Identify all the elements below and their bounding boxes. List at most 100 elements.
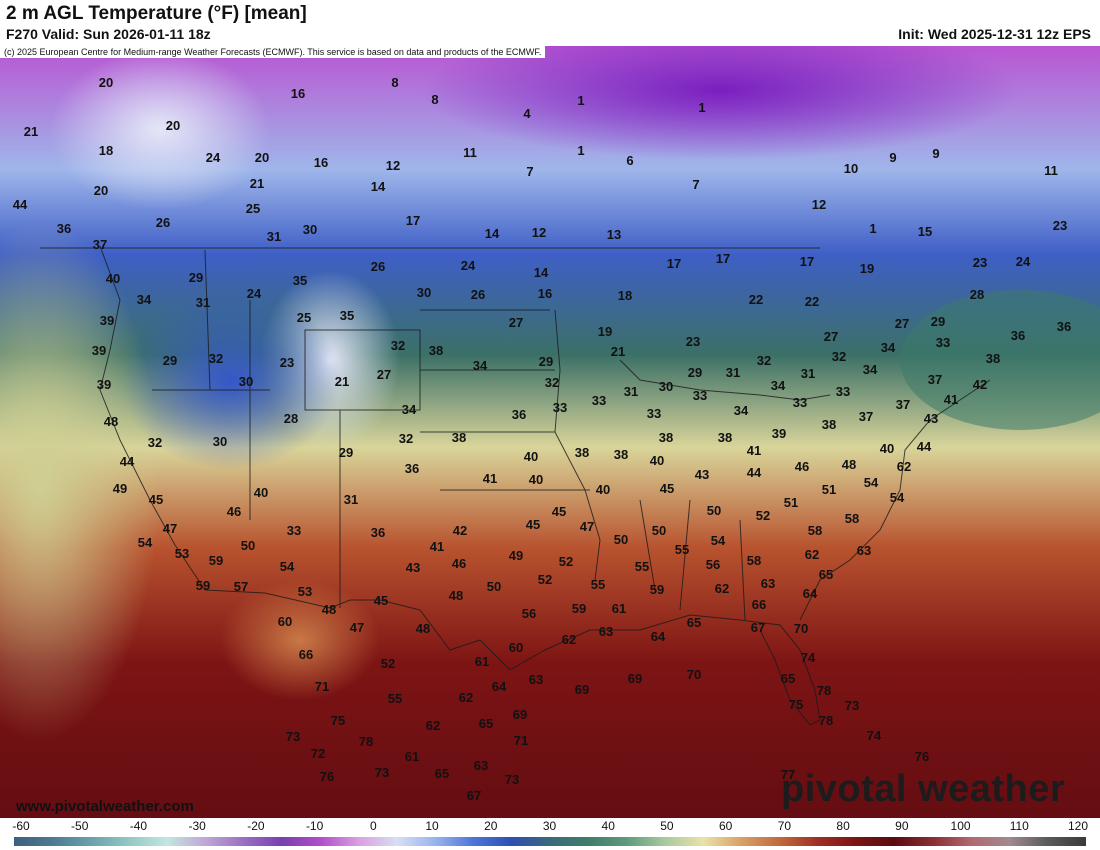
temperature-value-label: 63 xyxy=(857,543,871,558)
temperature-value-label: 53 xyxy=(175,546,189,561)
temperature-value-label: 7 xyxy=(526,164,533,179)
colorbar-tick-label: 40 xyxy=(601,819,615,833)
temperature-value-label: 45 xyxy=(526,517,540,532)
temperature-value-label: 76 xyxy=(320,769,334,784)
temperature-value-label: 15 xyxy=(918,224,932,239)
temperature-value-label: 64 xyxy=(803,586,818,601)
temperature-value-label: 38 xyxy=(822,417,836,432)
temperature-value-label: 31 xyxy=(267,229,281,244)
temperature-value-label: 45 xyxy=(552,504,566,519)
temperature-value-label: 33 xyxy=(553,400,567,415)
temperature-value-label: 26 xyxy=(371,259,385,274)
temperature-value-label: 10 xyxy=(844,161,858,176)
temperature-value-label: 69 xyxy=(513,707,527,722)
temperature-value-label: 21 xyxy=(250,176,264,191)
temperature-colorbar: -60 -50 -40 -30 -20 -10 0 10 20 30 40 50 60 70 80 90 100… xyxy=(0,818,1100,850)
temperature-value-label: 17 xyxy=(406,213,420,228)
temperature-value-label: 18 xyxy=(99,143,113,158)
temperature-value-label: 40 xyxy=(880,441,894,456)
temperature-value-label: 31 xyxy=(624,384,638,399)
temperature-value-label: 39 xyxy=(100,313,114,328)
colorbar-tick-label: 70 xyxy=(777,819,792,833)
temperature-value-label: 27 xyxy=(377,367,391,382)
temperature-value-label: 1 xyxy=(577,93,584,108)
temperature-value-label: 12 xyxy=(532,225,546,240)
colorbar-tick-label: -50 xyxy=(71,819,89,833)
temperature-value-label: 22 xyxy=(749,292,763,307)
colorbar-tick-label: 100 xyxy=(950,819,971,833)
temperature-value-label: 29 xyxy=(163,353,177,368)
temperature-value-label: 73 xyxy=(286,729,300,744)
temperature-value-label: 41 xyxy=(430,539,444,554)
temperature-value-label: 46 xyxy=(452,556,466,571)
temperature-value-label: 17 xyxy=(800,254,814,269)
brand-logo: pivotal weather xyxy=(781,768,1066,810)
temperature-value-label: 24 xyxy=(206,150,221,165)
temperature-value-label: 23 xyxy=(686,334,700,349)
temperature-value-label: 20 xyxy=(255,150,269,165)
temperature-value-label: 32 xyxy=(391,338,405,353)
temperature-value-label: 24 xyxy=(247,286,262,301)
colorbar-tick-label: -40 xyxy=(129,819,148,833)
colorbar-tick-label: -60 xyxy=(12,819,30,833)
temperature-value-label: 38 xyxy=(575,445,589,460)
temperature-value-label: 28 xyxy=(970,287,984,302)
temperature-value-label: 70 xyxy=(794,621,808,636)
temperature-value-label: 30 xyxy=(417,285,431,300)
temperature-value-label: 34 xyxy=(137,292,152,307)
temperature-value-label: 73 xyxy=(845,698,859,713)
temperature-value-label: 78 xyxy=(819,713,833,728)
temperature-value-label: 25 xyxy=(297,310,311,325)
model-init-time: Init: Wed 2025-12-31 12z EPS xyxy=(898,26,1091,42)
temperature-value-label: 69 xyxy=(628,671,642,686)
temperature-value-label: 1 xyxy=(698,100,705,115)
colorbar-tick-label: 50 xyxy=(660,819,674,833)
temperature-value-label: 27 xyxy=(824,329,838,344)
temperature-value-label: 35 xyxy=(293,273,307,288)
temperature-value-label: 32 xyxy=(832,349,846,364)
temperature-value-label: 43 xyxy=(924,411,938,426)
temperature-value-label: 74 xyxy=(867,728,882,743)
temperature-value-label: 72 xyxy=(311,746,325,761)
temperature-value-label: 8 xyxy=(391,75,398,90)
temperature-value-label: 39 xyxy=(772,426,786,441)
temperature-value-label: 51 xyxy=(784,495,798,510)
temperature-value-label: 78 xyxy=(359,734,373,749)
temperature-value-label: 41 xyxy=(747,443,761,458)
temperature-value-label: 62 xyxy=(562,632,576,647)
temperature-value-label: 48 xyxy=(416,621,430,636)
temperature-value-label: 32 xyxy=(209,351,223,366)
temperature-value-label: 27 xyxy=(509,315,523,330)
colorbar-tick-label: 110 xyxy=(1009,819,1029,833)
temperature-value-label: 19 xyxy=(860,261,874,276)
colorbar-tick-label: 30 xyxy=(542,819,557,833)
temperature-value-label: 35 xyxy=(340,308,354,323)
temperature-value-label: 36 xyxy=(512,407,526,422)
temperature-value-label: 67 xyxy=(751,620,765,635)
temperature-value-label: 32 xyxy=(399,431,413,446)
colorbar-tick-label: 60 xyxy=(718,819,733,833)
temperature-value-label: 59 xyxy=(572,601,586,616)
temperature-value-label: 59 xyxy=(196,578,210,593)
temperature-value-label: 34 xyxy=(473,358,488,373)
website-link[interactable]: www.pivotalweather.com xyxy=(16,798,194,815)
temperature-value-label: 66 xyxy=(299,647,313,662)
temperature-value-label: 12 xyxy=(386,158,400,173)
temperature-map[interactable]: 20 16 8 8 1 4 1 21 20 18 24 20 16 12 11 1 6 10 9 9 11 20 21 14 7… xyxy=(0,46,1100,818)
temperature-value-label: 17 xyxy=(716,251,730,266)
temperature-value-label: 40 xyxy=(596,482,610,497)
temperature-value-label: 43 xyxy=(695,467,709,482)
temperature-value-label: 74 xyxy=(801,650,816,665)
temperature-value-label: 30 xyxy=(303,222,317,237)
temperature-value-label: 48 xyxy=(842,457,856,472)
temperature-value-label: 33 xyxy=(793,395,807,410)
temperature-value-label: 16 xyxy=(314,155,328,170)
temperature-value-label: 33 xyxy=(647,406,661,421)
temperature-value-label: 33 xyxy=(592,393,606,408)
temperature-value-label: 44 xyxy=(13,197,28,212)
temperature-value-label: 50 xyxy=(487,579,501,594)
temperature-value-label: 78 xyxy=(817,683,831,698)
temperature-value-label: 37 xyxy=(896,397,910,412)
temperature-value-label: 55 xyxy=(675,542,689,557)
